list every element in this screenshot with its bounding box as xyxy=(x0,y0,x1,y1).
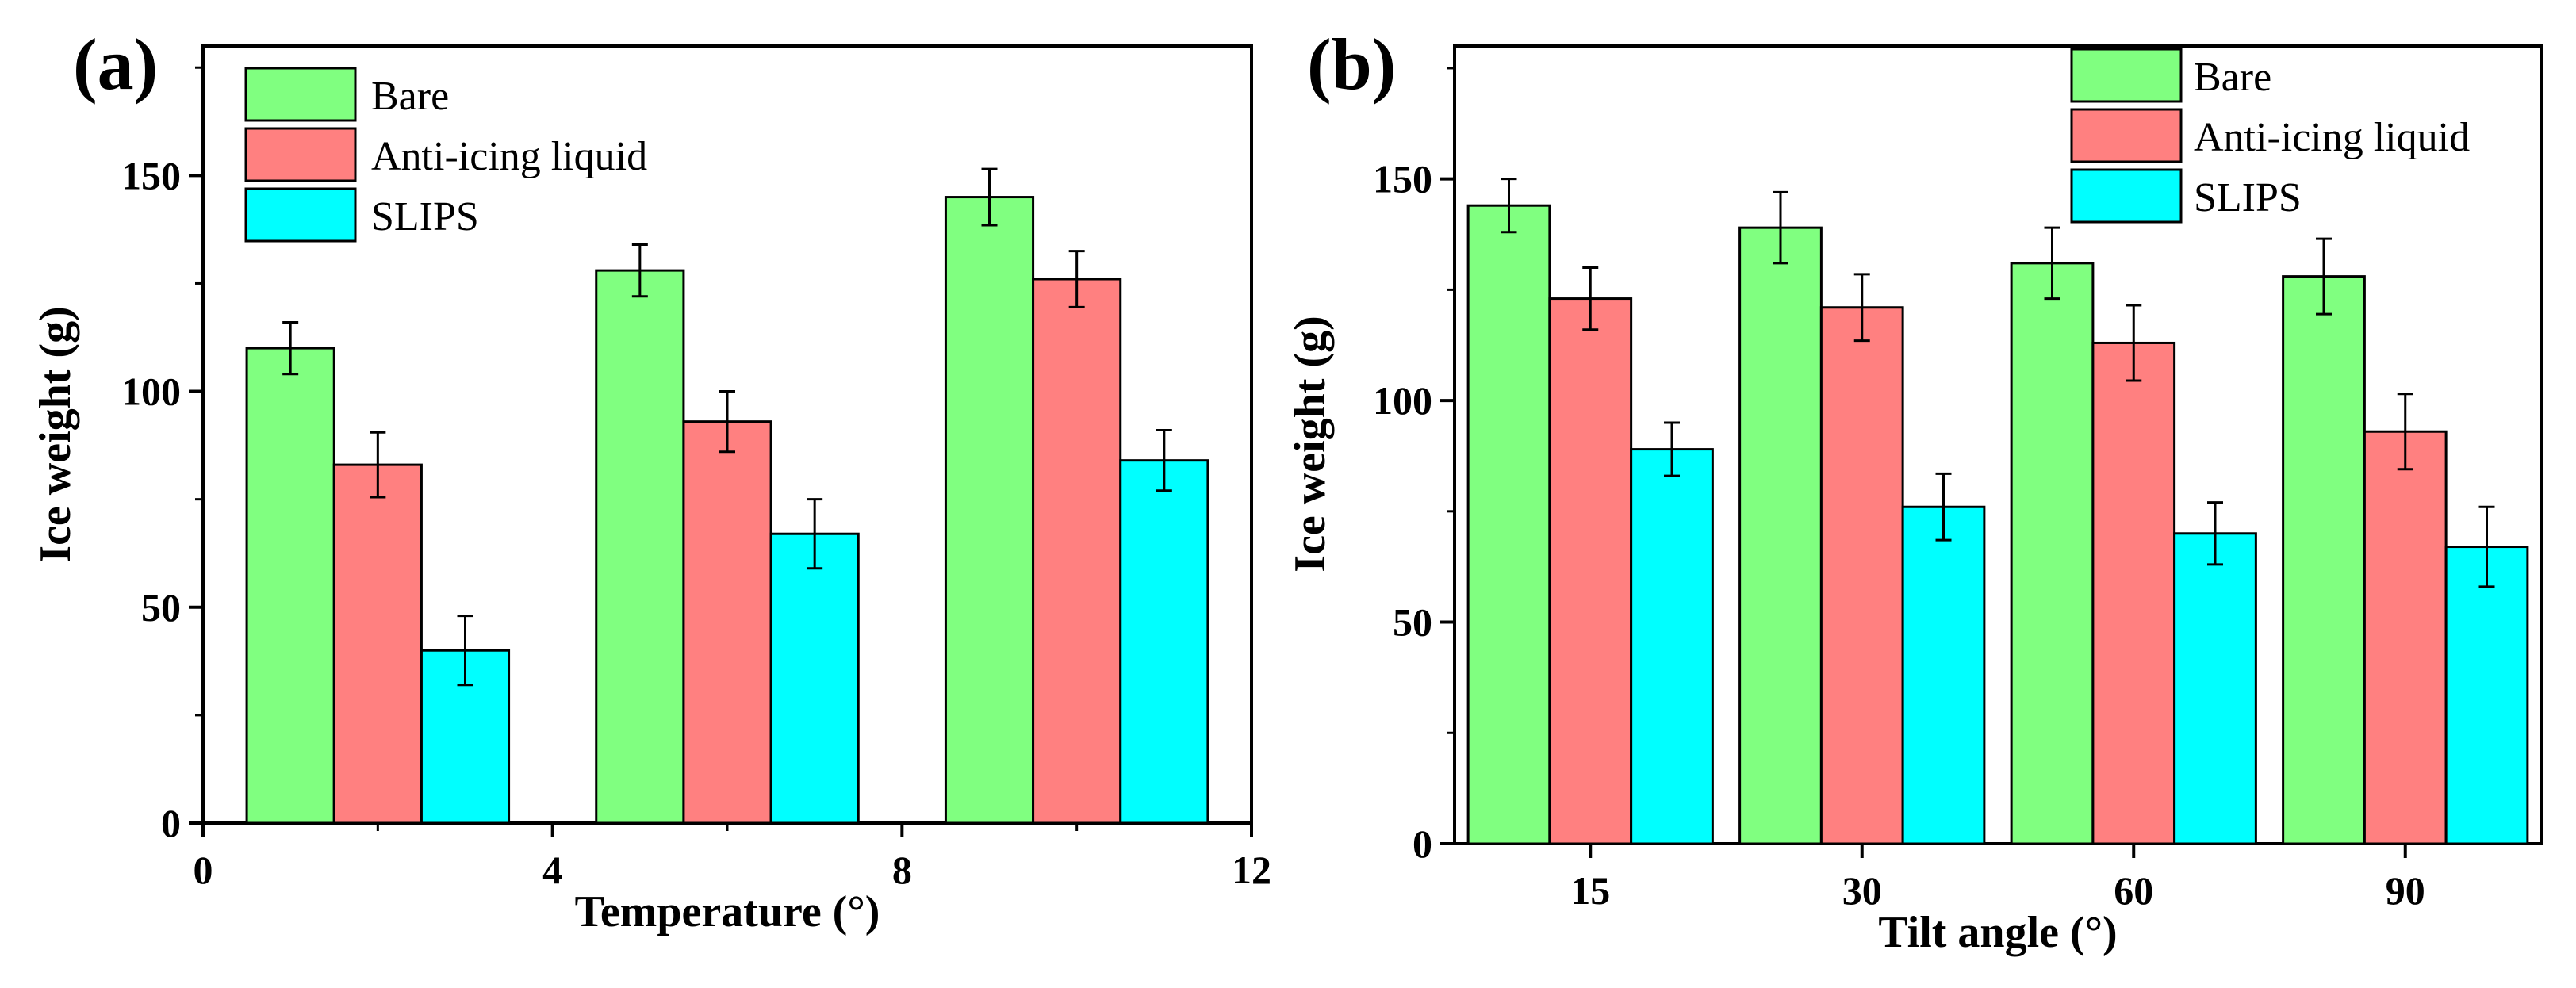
legend-swatch-anti-icing-a xyxy=(244,127,357,182)
panel-label-a: (a) xyxy=(73,24,158,105)
error-bars-b xyxy=(1501,178,2495,588)
error-bar-b-anti-icing-1 xyxy=(1853,273,1870,343)
bar-b-anti-icing-3 xyxy=(2363,430,2448,845)
bar-b-anti-icing-0 xyxy=(1548,297,1633,845)
legend-label-anti-icing-b: Anti-icing liquid xyxy=(2194,115,2470,160)
bar-b-bare-2 xyxy=(2010,262,2095,845)
x-tick-label-b-90: 90 xyxy=(2386,868,2425,913)
x-tick-label-a-0: 0 xyxy=(194,848,213,892)
error-bar-a-anti-icing-0 xyxy=(370,431,386,499)
legend-label-slips-a: SLIPS xyxy=(371,194,479,239)
error-bar-b-bare-2 xyxy=(2044,226,2060,301)
error-bar-a-bare-2 xyxy=(981,167,998,227)
bar-b-slips-3 xyxy=(2444,546,2529,845)
bar-a-slips-1 xyxy=(769,532,860,825)
y-tick-label-a-100: 100 xyxy=(121,370,181,414)
legend-b: Bare Anti-icing liquid SLIPS xyxy=(2070,48,2470,224)
x-axis-title-a: Temperature (°) xyxy=(575,887,880,936)
x-tick-label-b-60: 60 xyxy=(2114,868,2153,913)
y-tick-label-a-50: 50 xyxy=(141,585,181,630)
x-tick-label-b-30: 30 xyxy=(1842,868,1882,913)
error-bar-a-slips-0 xyxy=(457,615,473,687)
bar-a-slips-2 xyxy=(1119,459,1209,825)
error-bar-b-slips-1 xyxy=(1935,472,1952,542)
y-tick-label-a-150: 150 xyxy=(121,153,181,197)
bar-a-anti-icing-0 xyxy=(332,463,423,825)
legend-label-anti-icing-a: Anti-icing liquid xyxy=(371,134,647,179)
legend-a: Bare Anti-icing liquid SLIPS xyxy=(244,67,647,243)
bar-b-slips-0 xyxy=(1630,448,1714,845)
bar-a-anti-icing-2 xyxy=(1032,278,1122,825)
bar-a-bare-2 xyxy=(944,196,1035,825)
error-bar-b-bare-0 xyxy=(1501,178,1517,234)
x-tick-label-a-4: 4 xyxy=(542,848,562,892)
error-bar-a-slips-2 xyxy=(1156,429,1172,492)
y-axis-title-b: Ice weight (g) xyxy=(1286,316,1335,572)
legend-label-bare-a: Bare xyxy=(371,74,449,119)
bars-b xyxy=(1466,204,2529,845)
y-tick-label-b-0: 0 xyxy=(1413,821,1432,866)
error-bar-b-anti-icing-0 xyxy=(1582,266,1599,331)
bars-a xyxy=(245,196,1209,825)
bar-b-anti-icing-2 xyxy=(2091,341,2176,845)
error-bar-b-slips-2 xyxy=(2207,501,2223,566)
error-bar-a-anti-icing-2 xyxy=(1068,250,1085,308)
error-bars-a xyxy=(282,167,1172,687)
bar-a-anti-icing-1 xyxy=(682,420,772,825)
x-axis-title-b: Tilt angle (°) xyxy=(1878,908,2117,957)
bar-b-slips-1 xyxy=(1901,505,1986,845)
error-bar-b-bare-1 xyxy=(1773,190,1788,265)
bar-b-slips-2 xyxy=(2173,532,2257,845)
legend-swatch-bare-a xyxy=(244,67,357,122)
error-bar-b-bare-3 xyxy=(2316,237,2332,316)
x-tick-label-a-12: 12 xyxy=(1232,848,1271,892)
y-axis-title-a: Ice weight (g) xyxy=(31,306,80,562)
chart-panel-a: (a) 0 50 100 150 0 4 8 12 Temperature (°) Ice w… xyxy=(31,24,1271,936)
bar-a-bare-0 xyxy=(245,347,335,825)
error-bar-a-bare-1 xyxy=(631,243,648,298)
y-tick-label-a-0: 0 xyxy=(161,801,181,845)
error-bar-a-anti-icing-1 xyxy=(719,390,735,454)
x-tick-label-b-15: 15 xyxy=(1570,868,1610,913)
ticks-b: 0 50 100 150 15 30 60 90 xyxy=(1373,67,2425,913)
y-tick-label-b-150: 150 xyxy=(1373,157,1432,201)
ticks-a: 0 50 100 150 0 4 8 12 xyxy=(121,66,1271,892)
error-bar-a-slips-1 xyxy=(807,498,823,570)
legend-label-bare-b: Bare xyxy=(2194,55,2271,100)
error-bar-b-anti-icing-2 xyxy=(2126,304,2142,382)
bar-b-bare-0 xyxy=(1466,204,1551,845)
bar-a-bare-1 xyxy=(595,269,685,825)
legend-swatch-bare-b xyxy=(2070,48,2183,103)
legend-swatch-anti-icing-b xyxy=(2070,108,2183,163)
y-tick-label-b-100: 100 xyxy=(1373,378,1432,423)
error-bar-b-slips-0 xyxy=(1664,421,1680,477)
plot-frame-b xyxy=(1453,44,2543,845)
bar-b-bare-3 xyxy=(2282,275,2366,845)
legend-swatch-slips-b xyxy=(2070,168,2183,224)
chart-panel-b: (b) 0 50 100 150 15 30 60 90 Tilt angle (°) Ice… xyxy=(1286,24,2543,957)
error-bar-b-anti-icing-3 xyxy=(2397,393,2413,471)
error-bar-b-slips-3 xyxy=(2478,505,2495,588)
legend-swatch-slips-a xyxy=(244,187,357,243)
bar-b-bare-1 xyxy=(1738,226,1823,845)
error-bar-a-bare-0 xyxy=(282,320,299,376)
x-tick-label-a-8: 8 xyxy=(892,848,912,892)
legend-label-slips-b: SLIPS xyxy=(2194,175,2302,220)
bar-b-anti-icing-1 xyxy=(1819,306,1904,845)
y-tick-label-b-50: 50 xyxy=(1393,600,1432,645)
panel-label-b: (b) xyxy=(1307,24,1396,105)
